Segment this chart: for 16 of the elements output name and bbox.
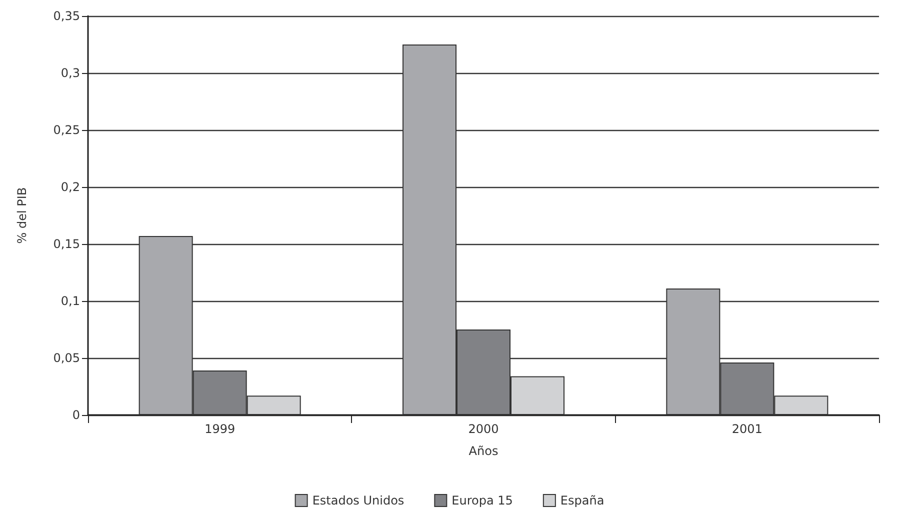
y-tick-label: 0,15 <box>53 237 80 251</box>
y-tick-label: 0,3 <box>60 66 80 80</box>
y-axis-title: % del PIB <box>15 187 29 244</box>
y-tick-label: 0 <box>72 408 80 422</box>
x-tick-label: 2000 <box>468 422 499 436</box>
legend-label: Estados Unidos <box>312 494 404 508</box>
x-axis-title: Años <box>468 444 498 458</box>
legend-label: Europa 15 <box>452 494 513 508</box>
y-tick-label: 0,05 <box>53 351 80 365</box>
legend-label: España <box>560 494 604 508</box>
x-tick-label: 2001 <box>732 422 762 436</box>
y-tick-label: 0,25 <box>53 123 80 137</box>
y-tick-label: 0,2 <box>60 180 80 194</box>
x-tick-label: 1999 <box>204 422 236 436</box>
y-tick-label: 0,1 <box>60 294 80 308</box>
y-tick-label: 0,35 <box>53 9 80 23</box>
